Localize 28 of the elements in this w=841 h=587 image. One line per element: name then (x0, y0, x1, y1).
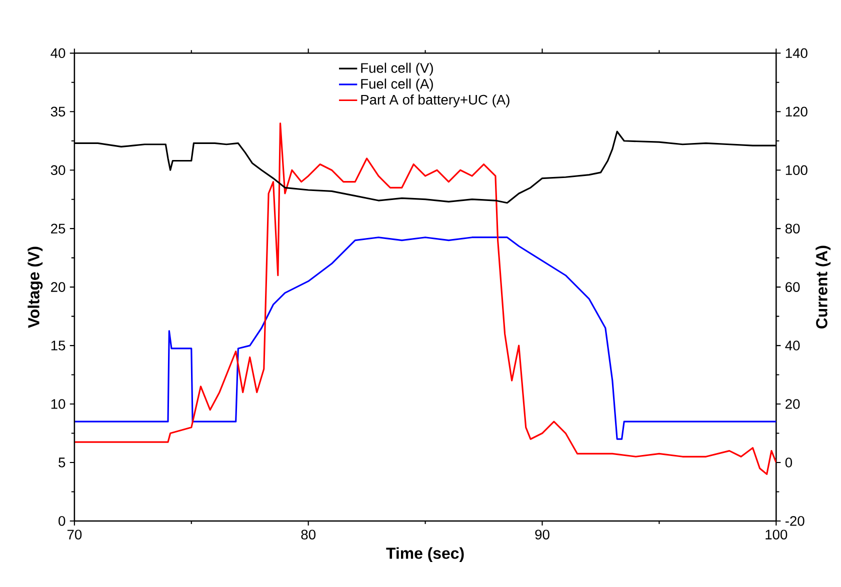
x-tick-label: 90 (535, 530, 550, 540)
legend-label: Fuel cell (A) (361, 78, 433, 92)
y-tick-label: 15 (51, 340, 66, 350)
y-tick-label: 0 (58, 516, 66, 526)
y-tick-label: 20 (51, 282, 66, 292)
y2-tick-label: 120 (786, 106, 808, 117)
y-tick-label: 35 (50, 106, 66, 117)
x-axis-title: Time (sec) (386, 547, 464, 562)
x-tick-label: 70 (67, 530, 82, 540)
y-tick-label: 40 (50, 48, 66, 58)
x-tick-label: 100 (766, 530, 788, 540)
y-tick-label: 25 (51, 224, 66, 234)
y2-tick-label: 20 (786, 399, 800, 409)
y2-tick-label: 140 (786, 48, 808, 58)
legend-label: Fuel cell (V) (361, 62, 433, 76)
y-tick-label: 5 (58, 458, 66, 468)
y2-tick-label: 40 (785, 340, 800, 350)
y-tick-label: 10 (51, 399, 66, 409)
y-axis-title: Voltage (V) (28, 246, 43, 328)
y2-tick-label: 80 (785, 224, 800, 234)
y2-tick-label: 0 (785, 458, 792, 468)
y2-tick-label: 60 (786, 282, 800, 292)
x-tick-label: 80 (301, 530, 316, 540)
y2-axis-title: Current (A) (816, 246, 831, 329)
y2-tick-label: -20 (785, 516, 804, 526)
y2-tick-label: 100 (786, 165, 808, 176)
legend-label: Part A of battery+UC (A) (361, 94, 510, 108)
y-tick-label: 30 (50, 165, 66, 176)
